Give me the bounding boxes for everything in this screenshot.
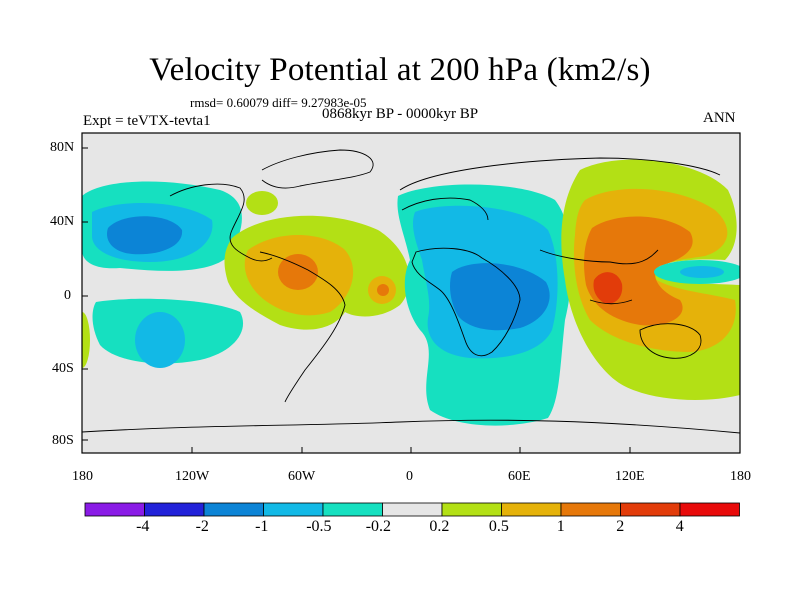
colorbar-swatch: [263, 502, 324, 517]
season-label: ANN: [703, 110, 736, 126]
colorbar-label: -4: [136, 518, 150, 535]
colorbar-swatch: [441, 502, 502, 517]
contour-orange-samerica: [278, 254, 318, 290]
colorbar: [84, 502, 740, 517]
colorbar-swatch: [84, 502, 145, 517]
colorbar-swatch: [501, 502, 562, 517]
lon-label-120w: 120W: [175, 469, 210, 484]
colorbar-label: -0.5: [306, 518, 332, 535]
colorbar-swatch: [620, 502, 681, 517]
colorbar-label: 4: [675, 518, 684, 535]
colorbar-label: -1: [255, 518, 269, 535]
axis-ticks: [82, 147, 631, 453]
time-period-label: 0868kyr BP - 0000kyr BP: [322, 106, 479, 122]
lon-label-180w: 180: [72, 469, 93, 484]
lat-label-80s: 80S: [52, 433, 74, 448]
colorbar-label: -0.2: [365, 518, 392, 535]
lon-label-120e: 120E: [615, 469, 645, 484]
contour-lime-west-edge: [82, 312, 90, 368]
lon-label-180e: 180: [730, 469, 751, 484]
map-title: Velocity Potential at 200 hPa (km2/s): [149, 52, 651, 88]
lon-label-0: 0: [406, 469, 413, 484]
contour-orange-atlantic: [377, 284, 389, 296]
contour-lime-natl-spot: [246, 191, 278, 215]
colorbar-swatch: [322, 502, 383, 517]
colorbar-label: 1: [556, 518, 565, 535]
contour-cyan-npac-east: [680, 266, 724, 278]
colorbar-swatch: [203, 502, 264, 517]
colorbar-swatch: [144, 502, 205, 517]
contour-blue-npac: [107, 216, 183, 255]
colorbar-label: 2: [616, 518, 625, 535]
contour-blue-africa: [450, 263, 550, 331]
lat-label-40n: 40N: [50, 214, 75, 229]
contour-cyan-spac: [135, 312, 185, 368]
lon-label-60w: 60W: [288, 469, 316, 484]
lat-label-0: 0: [64, 288, 71, 303]
lon-label-60e: 60E: [508, 469, 531, 484]
colorbar-label: -2: [195, 518, 209, 535]
experiment-label: Expt = teVTX-tevta1: [83, 113, 211, 129]
colorbar-swatch: [679, 502, 740, 517]
colorbar-label: 0.2: [429, 518, 450, 535]
contour-fields: [82, 149, 740, 434]
colorbar-swatch: [382, 502, 443, 517]
coastlines: [82, 149, 740, 434]
colorbar-swatch: [560, 502, 621, 517]
colorbar-label: 0.5: [488, 518, 509, 535]
lat-label-80n: 80N: [50, 140, 75, 155]
lat-label-40s: 40S: [52, 361, 74, 376]
contour-redorange-wpac: [593, 272, 623, 304]
rmsd-diff-stats: rmsd= 0.60079 diff= 9.27983e-05: [190, 95, 367, 110]
